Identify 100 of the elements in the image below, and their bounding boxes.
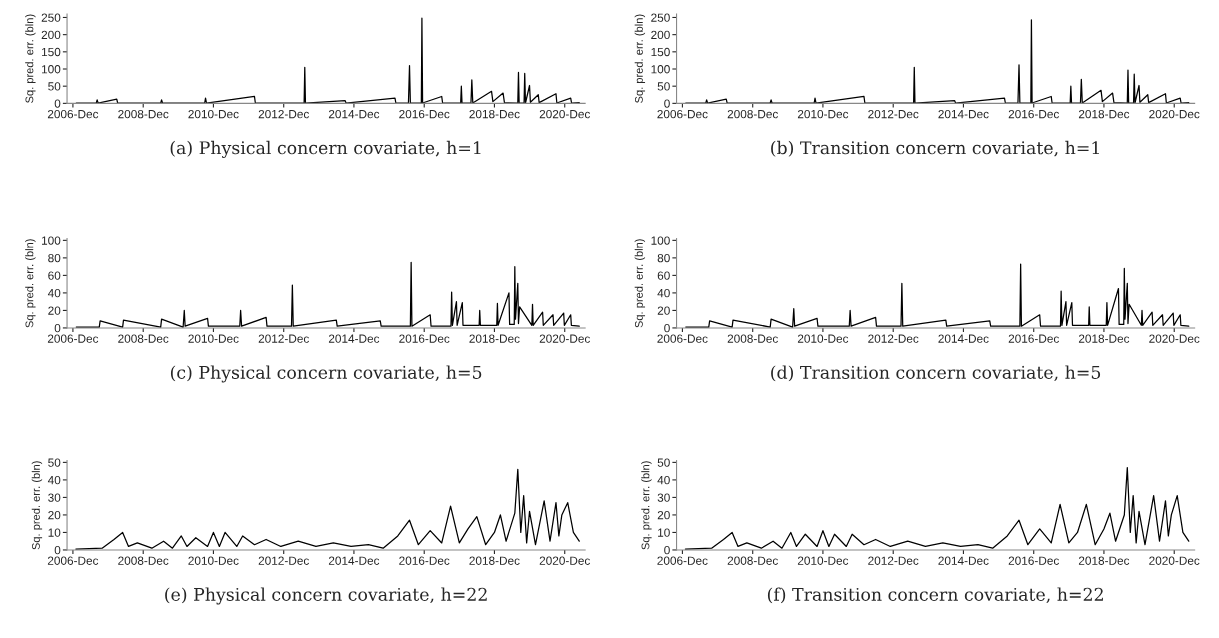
x-tick-label: 2012-Dec <box>258 556 309 565</box>
y-tick-label: 40 <box>47 288 61 298</box>
text: (e) Physical concern covariate, h=22 <box>165 587 487 605</box>
y-tick-label: 60 <box>657 271 670 280</box>
x-tick-label: 2020-Dec <box>1149 556 1200 565</box>
x-tick-label: 2014-Dec <box>328 109 380 119</box>
x-tick-label: 2010-Dec <box>188 109 239 119</box>
x-tick-label: 2006-Dec <box>657 109 708 119</box>
x-tick-label: 2012-Dec <box>868 556 919 565</box>
y-tick-label: 10 <box>48 528 61 537</box>
x-tick-label: 2006-Dec <box>47 556 99 565</box>
text: (b) Transition concern covariate, h=1 <box>771 140 1099 157</box>
y-axis-title: Sq. pred. err. (bln) <box>31 461 43 550</box>
y-axis-title: Sq. pred. err. (bln) <box>634 14 646 103</box>
y-tick-label: 50 <box>48 82 61 91</box>
y-tick-label: 0 <box>54 323 61 333</box>
line-series <box>75 17 580 104</box>
y-tick-label: 20 <box>48 306 61 315</box>
y-tick-label: 100 <box>651 65 670 74</box>
x-tick-label: 2018-Dec <box>1078 109 1130 119</box>
y-tick-label: 20 <box>657 510 670 520</box>
x-tick-label: 2012-Dec <box>868 334 919 343</box>
y-tick-label: 200 <box>651 30 670 40</box>
x-tick-label: 2018-Dec <box>469 556 520 565</box>
x-tick-label: 2006-Dec <box>47 334 99 343</box>
x-tick-label: 2010-Dec <box>797 556 849 565</box>
text: (a) Physical concern covariate, h=1 <box>170 140 481 158</box>
y-tick-label: 30 <box>48 493 61 502</box>
x-tick-label: 2014-Dec <box>328 556 380 565</box>
x-tick-label: 2010-Dec <box>797 334 849 343</box>
y-tick-label: 200 <box>41 30 61 40</box>
x-tick-label: 2014-Dec <box>938 109 989 119</box>
x-tick-label: 2016-Dec <box>1008 334 1060 343</box>
x-tick-label: 2016-Dec <box>399 109 450 119</box>
x-tick-label: 2010-Dec <box>188 556 239 565</box>
x-tick-label: 2014-Dec <box>938 556 989 565</box>
x-tick-label: 2020-Dec <box>539 556 591 565</box>
y-axis-title: Sq. pred. err. (bln) <box>25 239 36 328</box>
x-tick-label: 2020-Dec <box>1149 334 1200 343</box>
line-series <box>684 467 1190 550</box>
y-tick-label: 100 <box>42 236 61 245</box>
x-tick-label: 2018-Dec <box>469 109 520 119</box>
line-series <box>685 19 1190 104</box>
y-tick-label: 250 <box>41 13 61 22</box>
y-tick-label: 40 <box>47 475 61 485</box>
x-tick-label: 2008-Dec <box>727 334 778 343</box>
line-series <box>75 468 580 550</box>
y-axis-title: Sq. pred. err. (bln) <box>634 239 646 328</box>
x-tick-label: 2014-Dec <box>938 334 989 343</box>
x-tick-label: 2006-Dec <box>657 556 708 565</box>
y-tick-label: 150 <box>651 47 670 57</box>
x-tick-label: 2008-Dec <box>118 556 169 565</box>
text: (f) Transition concern covariate, h=22 <box>767 587 1103 604</box>
y-tick-label: 150 <box>42 47 61 57</box>
y-tick-label: 20 <box>657 306 670 315</box>
x-tick-label: 2018-Dec <box>1078 556 1130 565</box>
y-tick-label: 80 <box>657 253 670 263</box>
y-tick-label: 100 <box>651 236 670 245</box>
y-tick-label: 100 <box>42 65 61 74</box>
y-tick-label: 30 <box>657 493 670 502</box>
line-series <box>75 261 580 328</box>
x-tick-label: 2012-Dec <box>868 109 919 119</box>
y-tick-label: 0 <box>664 99 670 108</box>
y-tick-label: 20 <box>48 510 61 520</box>
x-tick-label: 2012-Dec <box>258 334 309 343</box>
y-tick-label: 40 <box>657 475 670 485</box>
y-tick-label: 50 <box>48 458 61 467</box>
y-axis-title: Sq. pred. err. (bln) <box>641 461 652 550</box>
y-axis-title: Sq. pred. err. (bln) <box>25 14 36 103</box>
x-tick-label: 2008-Dec <box>118 334 169 343</box>
x-tick-label: 2008-Dec <box>727 109 778 119</box>
y-tick-label: 50 <box>657 458 670 467</box>
y-tick-label: 0 <box>54 99 61 108</box>
x-tick-label: 2006-Dec <box>657 334 708 343</box>
x-tick-label: 2020-Dec <box>539 334 591 343</box>
y-tick-label: 60 <box>48 271 61 280</box>
y-tick-label: 80 <box>48 253 61 263</box>
y-tick-label: 0 <box>664 323 670 333</box>
x-tick-label: 2016-Dec <box>1008 556 1060 565</box>
y-tick-label: 40 <box>657 288 670 298</box>
x-tick-label: 2014-Dec <box>328 334 380 343</box>
x-tick-label: 2020-Dec <box>1149 109 1200 119</box>
x-tick-label: 2016-Dec <box>399 334 450 343</box>
y-tick-label: 250 <box>651 13 670 22</box>
x-tick-label: 2018-Dec <box>1078 334 1130 343</box>
x-tick-label: 2008-Dec <box>118 109 169 119</box>
x-tick-label: 2018-Dec <box>469 334 520 343</box>
y-tick-label: 50 <box>657 82 670 91</box>
y-tick-label: 10 <box>658 528 670 537</box>
x-tick-label: 2012-Dec <box>258 109 309 119</box>
y-tick-label: 0 <box>664 545 670 555</box>
x-tick-label: 2010-Dec <box>797 109 849 119</box>
x-tick-label: 2008-Dec <box>727 556 778 565</box>
text: (c) Physical concern covariate, h=5 <box>170 365 482 383</box>
x-tick-label: 2010-Dec <box>188 334 239 343</box>
y-tick-label: 0 <box>54 545 61 555</box>
x-tick-label: 2006-Dec <box>47 109 99 119</box>
x-tick-label: 2016-Dec <box>1008 109 1060 119</box>
text: (d) Transition concern covariate, h=5 <box>771 365 1101 382</box>
line-series <box>685 263 1190 328</box>
